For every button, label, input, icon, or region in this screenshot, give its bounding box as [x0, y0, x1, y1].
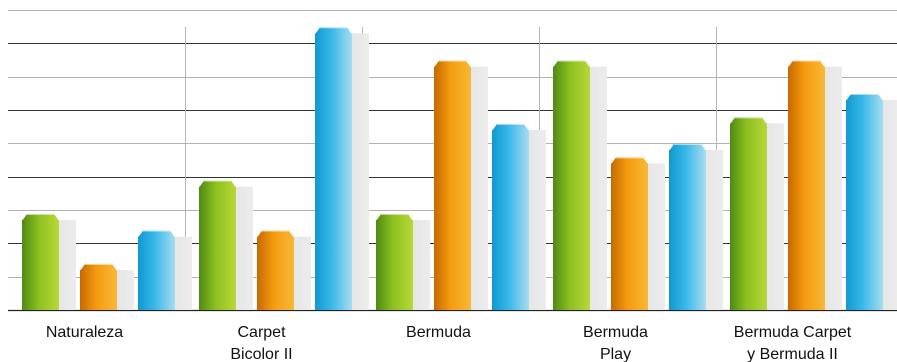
bar-cap [315, 27, 352, 35]
category-label-4: Bermuda Play [583, 324, 648, 362]
bar-cap [730, 117, 767, 125]
bar-series-1-cat-2 [199, 180, 253, 310]
bar-cap [257, 230, 294, 238]
category-label-line: Carpet [237, 324, 286, 341]
bar-series-2-cat-2 [257, 230, 311, 310]
bar-body [846, 100, 883, 310]
category-label-line: Bermuda Carpet [734, 324, 852, 341]
category-label-line: Bicolor II [230, 346, 292, 362]
bar-body [376, 220, 413, 310]
category-label-5: Bermuda Carpet y Bermuda II [734, 324, 852, 362]
bar-series-3-cat-5 [846, 94, 897, 310]
bar-body [788, 66, 825, 311]
bar-body [492, 130, 529, 310]
bar-series-2-cat-5 [788, 60, 842, 311]
bar-cap [22, 214, 59, 221]
bar-cap [788, 60, 825, 68]
category-label-3: Bermuda [406, 324, 471, 341]
category-label-line: Bermuda [406, 324, 471, 341]
bar-series-3-cat-4 [669, 144, 723, 310]
bar-body [80, 270, 117, 310]
bar-cap [80, 264, 117, 271]
bar-series-1-cat-4 [553, 60, 607, 311]
bar-body [199, 186, 236, 310]
bar-series-2-cat-3 [434, 60, 488, 311]
bar-body [553, 66, 590, 311]
bar-body [669, 150, 706, 310]
bar-cap [434, 60, 471, 68]
bar-cap [492, 124, 529, 131]
bar-series-1-cat-5 [730, 117, 784, 310]
bar-cap [553, 60, 590, 68]
bar-cap [138, 230, 175, 238]
category-label-2: Carpet Bicolor II [230, 324, 292, 362]
category-label-line: Bermuda [583, 324, 648, 341]
category-label-line: Naturaleza [46, 324, 123, 341]
bar-series-1-cat-1 [22, 214, 76, 310]
bar-series-2-cat-4 [611, 157, 665, 310]
bar-series-3-cat-2 [315, 27, 369, 310]
bar-cap [376, 214, 413, 221]
bar-body [138, 236, 175, 310]
bar-series-2-cat-1 [80, 264, 134, 310]
bar-body [730, 123, 767, 310]
category-label-1: Naturaleza [46, 324, 123, 341]
bar-body [315, 33, 352, 310]
bar-body [257, 236, 294, 310]
bar-body [22, 220, 59, 310]
bar-cap [611, 157, 648, 165]
bar-body [611, 163, 648, 310]
bars [22, 27, 897, 311]
bar-cap [199, 180, 236, 188]
category-label-line: y Bermuda II [747, 346, 838, 362]
bar-series-3-cat-3 [492, 124, 546, 310]
bar-cap [669, 144, 706, 151]
category-label-line: Play [600, 346, 631, 362]
bar-body [434, 66, 471, 311]
bar-cap [846, 94, 883, 101]
bar-series-1-cat-3 [376, 214, 430, 310]
bar-series-3-cat-1 [138, 230, 192, 310]
